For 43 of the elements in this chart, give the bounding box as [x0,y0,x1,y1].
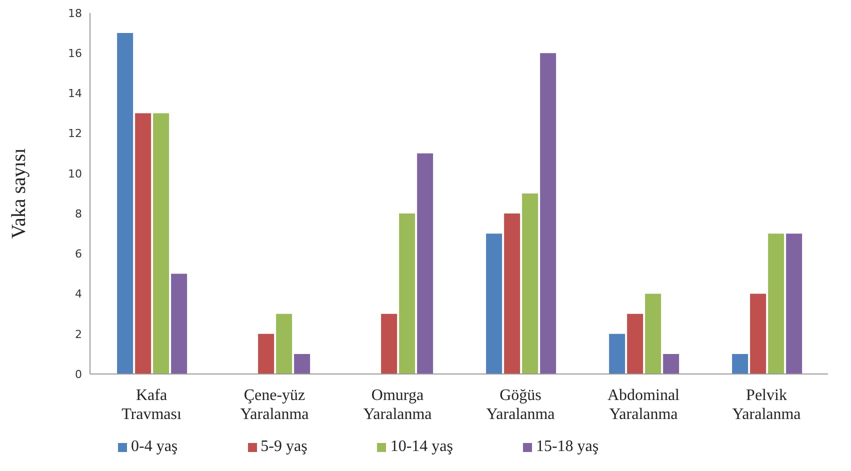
bar [153,113,170,374]
y-tick-label: 18 [68,6,82,20]
y-tick-label: 0 [75,368,82,381]
legend-label: 15-18 yaş [536,438,599,455]
y-tick-label: 2 [75,328,82,341]
bar [117,33,134,374]
bar [627,314,644,374]
bar [645,294,662,374]
bar [276,314,292,374]
x-tick-label: Çene-yüz Yaralanma [240,387,309,423]
y-tick-label: 10 [68,167,82,180]
x-tick-label: Omurga Yaralanma [363,387,432,423]
y-axis-title: Vaka sayısı [8,148,30,239]
bar [768,234,784,374]
bar [486,234,502,374]
y-tick-label: 12 [68,127,82,140]
y-tick-label: 14 [68,87,82,100]
y-tick-label: 16 [68,47,82,60]
bar [399,214,416,374]
bar [417,153,434,374]
y-tick-label: 4 [75,288,82,301]
bar [663,354,680,374]
bar [171,274,188,374]
bar [609,334,626,374]
bar [294,354,310,374]
y-tick-label: 6 [75,248,82,261]
bar [522,194,538,374]
x-tick-label: Göğüs Yaralanma [486,387,555,423]
x-tick-label: Abdominal Yaralanma [608,387,680,423]
x-tick-label: Pelvik Yaralanma [732,387,801,423]
bar [258,334,274,374]
bar [732,354,748,374]
y-tick-label: 8 [75,207,82,220]
legend-label: 5-9 yaş [260,438,308,455]
x-tick-label: Kafa Travması [122,387,182,423]
bar [540,53,556,374]
bar [750,294,766,374]
bar [786,234,802,374]
bar [504,214,520,374]
bar [135,113,152,374]
bar [381,314,398,374]
legend-label: 0-4 yaş [131,438,178,455]
legend-label: 10-14 yaş [390,438,453,455]
